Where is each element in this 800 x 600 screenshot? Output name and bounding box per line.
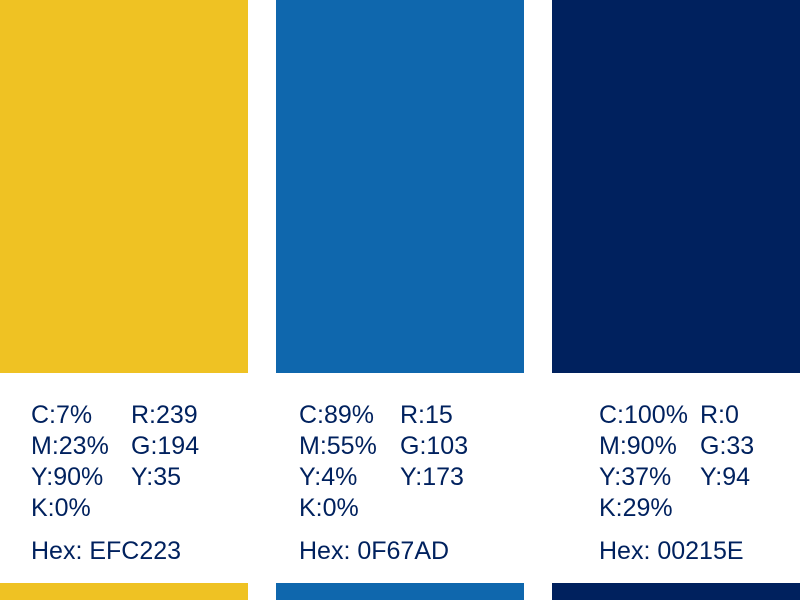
swatch-yellow xyxy=(0,0,248,373)
swatch-yellow-strip xyxy=(0,583,248,600)
hex-navy: Hex: 00215E xyxy=(599,537,744,565)
swatch-navy xyxy=(552,0,800,373)
cmyk-c: C:89% xyxy=(299,401,375,429)
rgb-g: G:103 xyxy=(400,432,469,460)
cmyk-k: K:0% xyxy=(31,494,91,522)
rgb-b: Y:94 xyxy=(700,463,751,491)
specs-blue: C:89% R:15 M:55% G:103 Y:4% Y:173 K:0% xyxy=(299,400,468,524)
rgb-g: G:33 xyxy=(700,432,755,460)
cmyk-y: Y:37% xyxy=(599,463,672,491)
swatch-blue xyxy=(276,0,524,373)
specs-navy: C:100% R:0 M:90% G:33 Y:37% Y:94 K:29% xyxy=(599,400,754,524)
swatch-navy-strip xyxy=(552,583,800,600)
rgb-r: R:0 xyxy=(700,401,739,429)
rgb-r: R:15 xyxy=(400,401,453,429)
cmyk-k: K:29% xyxy=(599,494,673,522)
cmyk-k: K:0% xyxy=(299,494,359,522)
cmyk-y: Y:90% xyxy=(31,463,104,491)
cmyk-m: M:23% xyxy=(31,432,109,460)
cmyk-c: C:7% xyxy=(31,401,93,429)
rgb-r: R:239 xyxy=(131,401,198,429)
cmyk-m: M:90% xyxy=(599,432,677,460)
specs-yellow: C:7% R:239 M:23% G:194 Y:90% Y:35 K:0% xyxy=(31,400,199,524)
hex-blue: Hex: 0F67AD xyxy=(299,537,450,565)
rgb-b: Y:35 xyxy=(131,463,182,491)
swatch-blue-strip xyxy=(276,583,524,600)
cmyk-y: Y:4% xyxy=(299,463,358,491)
hex-yellow: Hex: EFC223 xyxy=(31,537,182,565)
rgb-g: G:194 xyxy=(131,432,200,460)
cmyk-c: C:100% xyxy=(599,401,688,429)
rgb-b: Y:173 xyxy=(400,463,464,491)
cmyk-m: M:55% xyxy=(299,432,377,460)
